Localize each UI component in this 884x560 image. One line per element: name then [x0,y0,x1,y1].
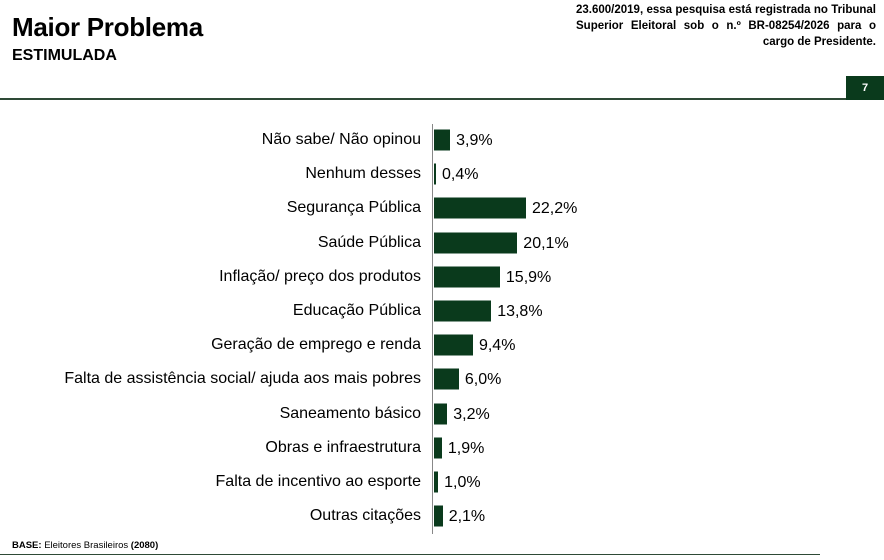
category-label: Não sabe/ Não opinou [261,131,421,148]
value-label: 3,2% [453,405,490,423]
value-label: 20,1% [523,234,569,252]
registration-note: 23.600/2019, essa pesquisa está registra… [576,4,876,48]
category-label: Inflação/ preço dos produtos [219,267,421,285]
value-label: 3,9% [456,131,493,149]
value-label: 22,2% [532,200,578,218]
bar [434,368,459,390]
base-note: BASE: Eleitores Brasileiros (2080) [12,540,158,551]
value-label: 15,9% [505,268,552,286]
chart-axis-line [432,124,433,534]
value-label: 6,0% [464,371,502,389]
bar [434,403,448,425]
category-label: Obras e infraestrutura [265,438,421,456]
base-label: BASE: [12,540,42,551]
category-label: Saneamento básico [279,404,421,422]
value-label: 13,8% [497,302,543,320]
category-label: Nenhum desses [305,165,421,183]
category-label: Geração de emprego e renda [211,336,421,354]
value-label: 1,9% [447,439,485,457]
page-number-badge: 7 [846,76,884,100]
bar [434,266,500,288]
base-text: Eleitores Brasileiros [44,540,129,551]
value-label: 9,4% [478,337,516,355]
header-divider [0,98,884,100]
value-label: 1,0% [444,473,481,491]
base-count: (2080) [130,540,159,551]
bar [434,505,443,527]
footer-divider [0,554,820,555]
category-label: Falta de incentivo ao esporte [215,473,421,490]
category-label: Saúde Pública [317,233,421,251]
category-label: Falta de assistência social/ ajuda aos m… [64,370,421,388]
bar [434,129,451,151]
bar [434,471,439,493]
bar [434,163,436,185]
category-label: Segurança Pública [286,199,421,217]
bar [434,437,442,459]
bar [434,197,526,219]
bar [434,334,473,356]
page-subtitle: ESTIMULADA [12,47,117,64]
category-label: Educação Pública [292,302,421,319]
value-label: 2,1% [448,508,486,526]
bar [434,300,492,322]
value-label: 0,4% [442,166,479,184]
category-label: Outras citações [309,507,421,525]
bar [434,232,518,254]
page-title: Maior Problema [12,12,203,42]
